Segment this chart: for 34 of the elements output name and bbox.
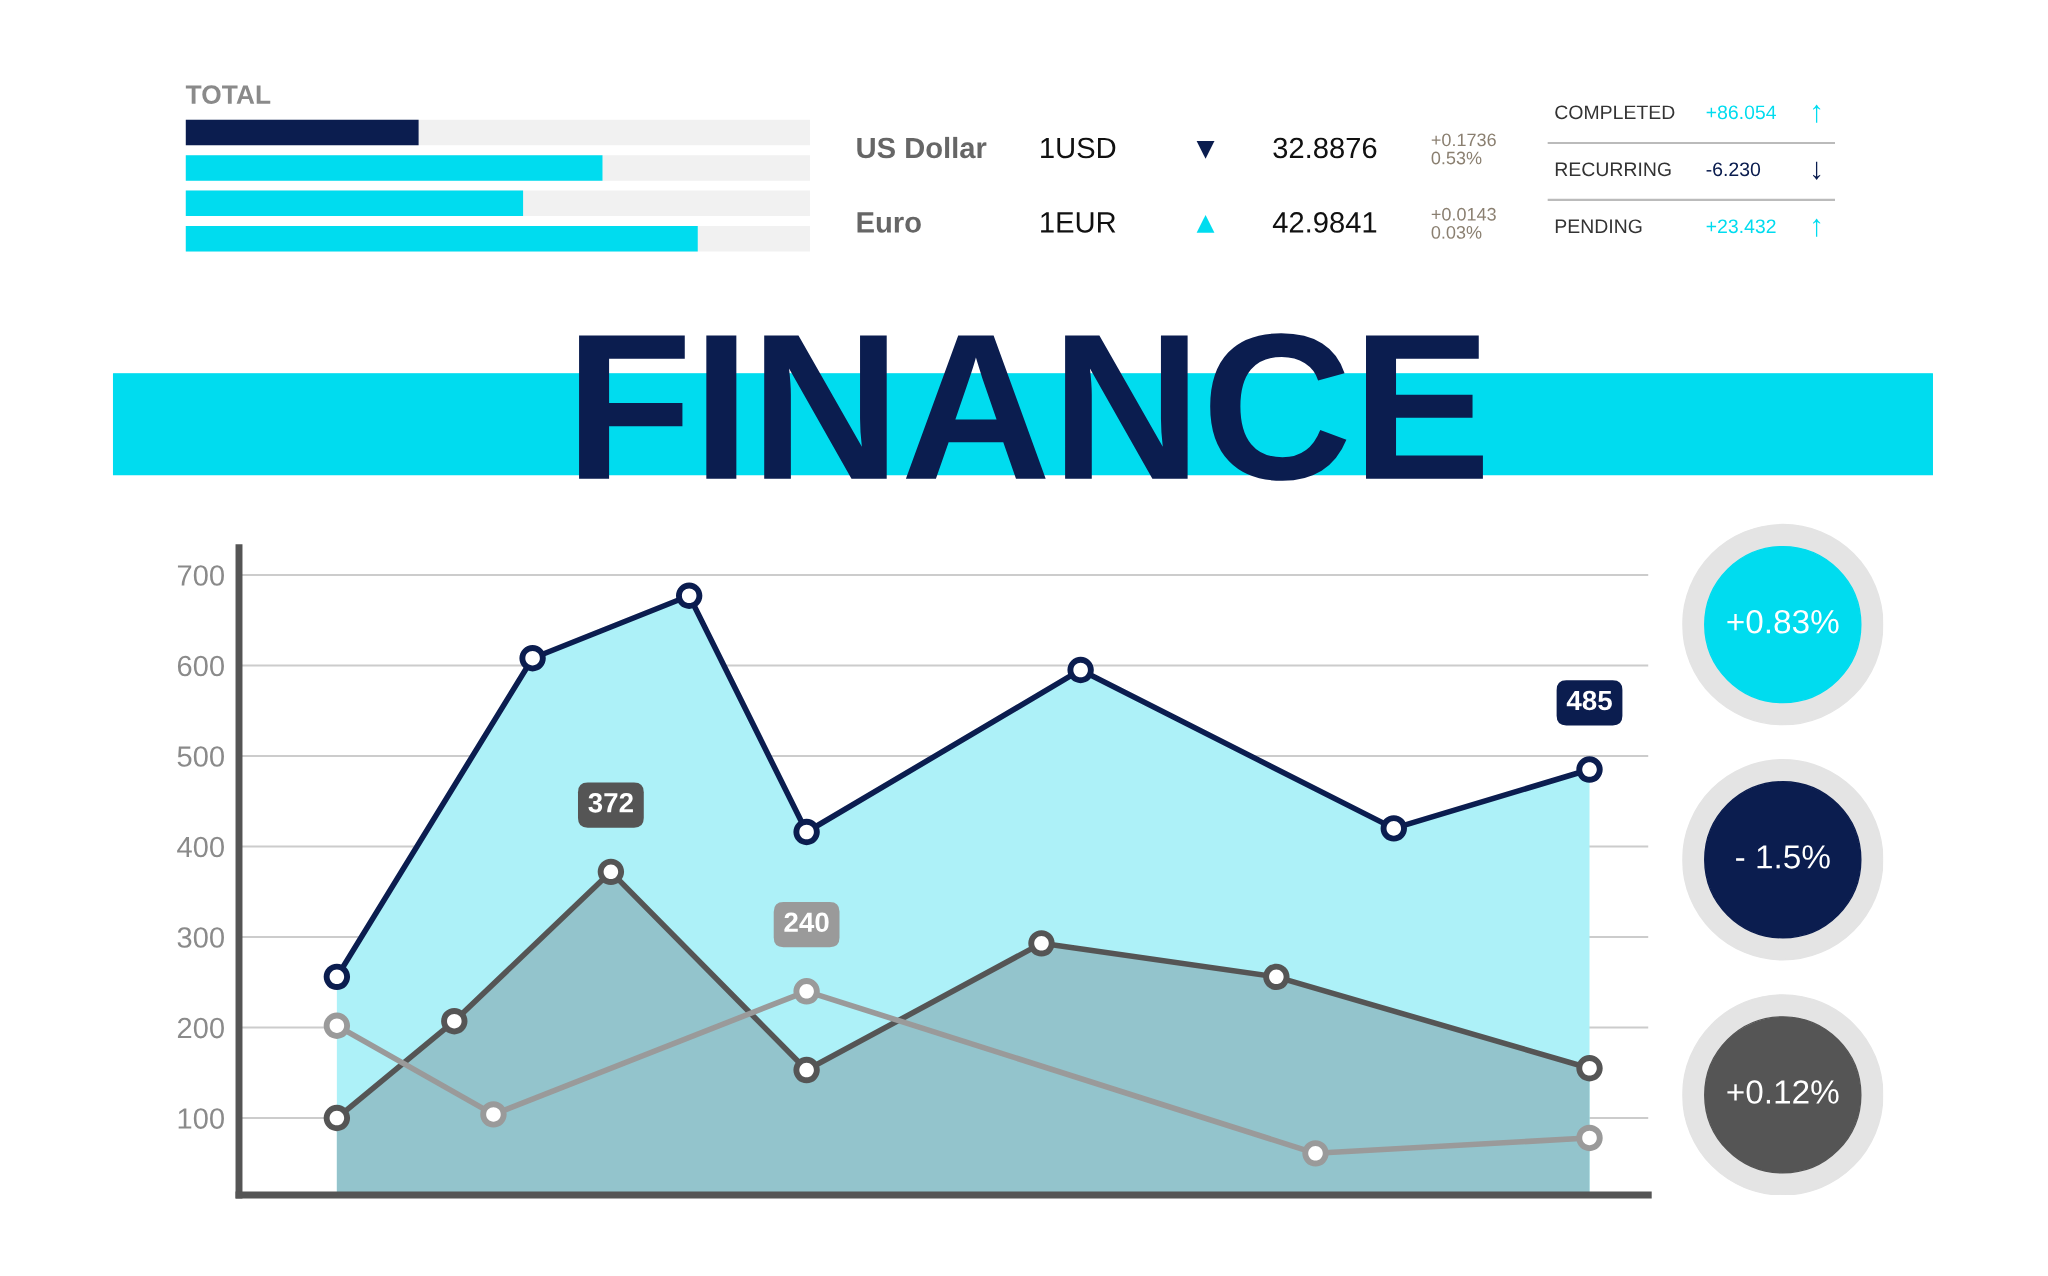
text: 42.9841 [1272,212,1377,233]
y-tick-label: 600 [177,655,224,677]
y-tick-label: 100 [178,1108,224,1129]
text: 1USD [1041,137,1116,159]
chart-title: TOTAL [185,85,271,104]
category-label: +0.12% [1727,1080,1839,1104]
data-label: 372 [588,792,633,813]
text: +0.1736 0.53% [1431,133,1496,165]
text: -6.230 [1706,162,1761,177]
y-tick-label: 300 [177,927,224,948]
category-label: - 1.5% [1736,845,1830,869]
text: COMPLETED [1555,105,1675,120]
chart-title: FINANCE [579,333,1483,481]
text: ▲ [1196,214,1215,233]
text: 32.8876 [1273,137,1377,159]
text: RECURRING [1555,162,1671,177]
text: PENDING [1555,219,1642,234]
y-tick-label: 400 [177,836,224,858]
category-label: +0.83% [1727,609,1839,634]
y-tick-label: 700 [177,565,224,586]
text: +86.054 [1706,105,1776,120]
text: +23.432 [1706,219,1776,234]
text: 1EUR [1041,212,1116,233]
y-tick-label: 500 [177,746,224,767]
y-tick-label: 200 [177,1017,224,1039]
text: ↓ [1813,161,1821,180]
text: Euro [857,212,921,233]
data-label: 240 [784,912,829,933]
text: ↑ [1813,104,1821,123]
text: US Dollar [857,136,987,159]
text: ↑ [1813,218,1821,237]
data-label: 485 [1566,690,1612,711]
text: +0.0143 0.03% [1431,207,1496,239]
text: ▼ [1196,140,1215,159]
